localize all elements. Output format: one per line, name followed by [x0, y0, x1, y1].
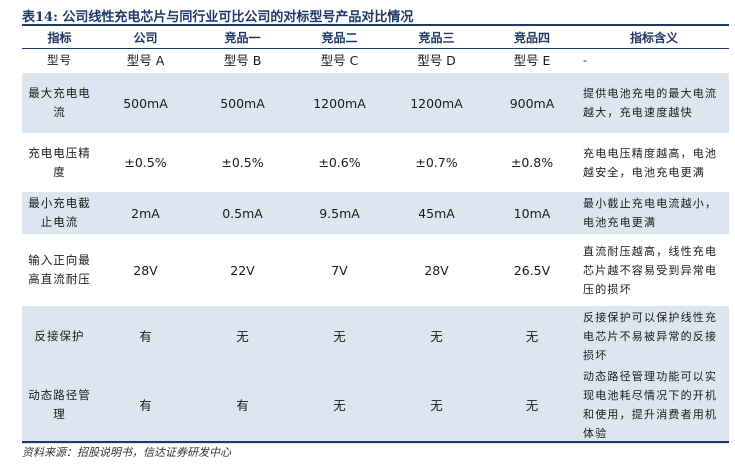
meaning-cell: - — [583, 54, 589, 67]
meaning-cell: 动态路径管理功能可以实现电池耗尽情况下的开机和使用，提升消费者用机体验 — [579, 366, 729, 444]
value-cell: 无 — [291, 366, 388, 444]
value-cell: 0.5mA — [194, 192, 291, 234]
table-row: 最小充电截止电流 2mA 0.5mA 9.5mA 45mA 10mA 最小截止充… — [22, 192, 729, 234]
value-cell: 28V — [133, 262, 158, 278]
header-cell: 竞品一 — [224, 30, 261, 45]
value-cell: 型号 B — [223, 53, 262, 68]
table-row: 充电电压精度 ±0.5% ±0.5% ±0.6% ±0.7% ±0.8% 充电电… — [22, 133, 729, 192]
value-cell: 型号 C — [320, 53, 359, 68]
value-cell: 无 — [388, 366, 485, 444]
value-cell: 有 — [194, 366, 291, 444]
bottom-rule — [22, 441, 729, 443]
value-cell: 10mA — [485, 192, 579, 234]
value-cell: 1200mA — [388, 73, 485, 133]
value-cell: 1200mA — [291, 73, 388, 133]
value-cell: 500mA — [97, 73, 194, 133]
value-cell: ±0.8% — [510, 155, 554, 170]
top-rule — [22, 24, 729, 26]
value-cell: 有 — [97, 366, 194, 444]
value-cell: 22V — [230, 262, 255, 278]
caption-text: 公司线性充电芯片与同行业可比公司的对标型号产品对比情况 — [62, 10, 414, 25]
value-cell: 有 — [97, 306, 194, 366]
table-caption: 表14: 公司线性充电芯片与同行业可比公司的对标型号产品对比情况 — [22, 6, 413, 25]
meaning-cell: 直流耐压越高，线性充电芯片越不容易受到异常电压的损坏 — [583, 244, 718, 296]
table-row: 最大充电电流 500mA 500mA 1200mA 1200mA 900mA 提… — [22, 73, 729, 133]
metric-cell: 输入正向最高直流耐压 — [28, 253, 91, 286]
metric-cell: 型号 — [47, 53, 72, 67]
value-cell: ±0.6% — [318, 155, 361, 170]
table-row: 型号 型号 A 型号 B 型号 C 型号 D 型号 E - — [22, 48, 729, 73]
header-cell: 竞品二 — [321, 30, 358, 45]
table-row: 输入正向最高直流耐压 28V 22V 7V 28V 26.5V 直流耐压越高，线… — [22, 234, 729, 306]
meaning-cell: 最小截止充电电流越小，电池充电更满 — [579, 192, 729, 234]
metric-cell: 最大充电电流 — [22, 73, 97, 133]
header-cell: 指标含义 — [629, 30, 678, 45]
value-cell: 无 — [485, 306, 579, 366]
value-cell: 7V — [331, 262, 348, 278]
value-cell: 型号 A — [126, 53, 165, 68]
metric-cell: 充电电压精度 — [28, 145, 91, 179]
value-cell: 26.5V — [513, 262, 551, 278]
header-cell: 公司 — [133, 30, 158, 45]
metric-cell: 最小充电截止电流 — [22, 192, 97, 234]
table-row: 动态路径管理 有 有 无 无 无 动态路径管理功能可以实现电池耗尽情况下的开机和… — [22, 366, 729, 444]
metric-cell: 反接保护 — [22, 306, 97, 366]
value-cell: 型号 D — [417, 53, 456, 68]
table-row: 反接保护 有 无 无 无 无 反接保护可以保护线性充电芯片不易被异常的反接损坏 — [22, 306, 729, 366]
value-cell: 无 — [291, 306, 388, 366]
value-cell: 无 — [388, 306, 485, 366]
value-cell: 45mA — [388, 192, 485, 234]
caption-label: 表14: — [22, 10, 58, 25]
header-rule — [22, 48, 729, 49]
value-cell: 9.5mA — [291, 192, 388, 234]
meaning-cell: 反接保护可以保护线性充电芯片不易被异常的反接损坏 — [579, 306, 729, 366]
value-cell: 无 — [485, 366, 579, 444]
header-cell: 竞品三 — [418, 30, 455, 45]
source-note: 资料来源：招股说明书，信达证券研发中心 — [22, 446, 231, 459]
meaning-cell: 充电电压精度越高，电池越安全，电池充电更满 — [583, 146, 718, 179]
value-cell: 型号 E — [513, 53, 551, 68]
value-cell: 无 — [194, 306, 291, 366]
meaning-cell: 提供电池充电的最大电流越大，充电速度越快 — [579, 73, 729, 133]
value-cell: 900mA — [485, 73, 579, 133]
value-cell: 28V — [424, 262, 449, 278]
value-cell: ±0.5% — [124, 155, 167, 170]
value-cell: 2mA — [97, 192, 194, 234]
value-cell: ±0.5% — [221, 155, 264, 170]
comparison-table: 指标 公司 竞品一 竞品二 竞品三 竞品四 指标含义 型号 型号 A 型号 B … — [22, 26, 729, 444]
metric-cell: 动态路径管理 — [22, 366, 97, 444]
header-cell: 竞品四 — [513, 30, 550, 45]
header-row: 指标 公司 竞品一 竞品二 竞品三 竞品四 指标含义 — [22, 26, 729, 48]
value-cell: 500mA — [194, 73, 291, 133]
header-cell: 指标 — [47, 30, 72, 45]
value-cell: ±0.7% — [415, 155, 458, 170]
